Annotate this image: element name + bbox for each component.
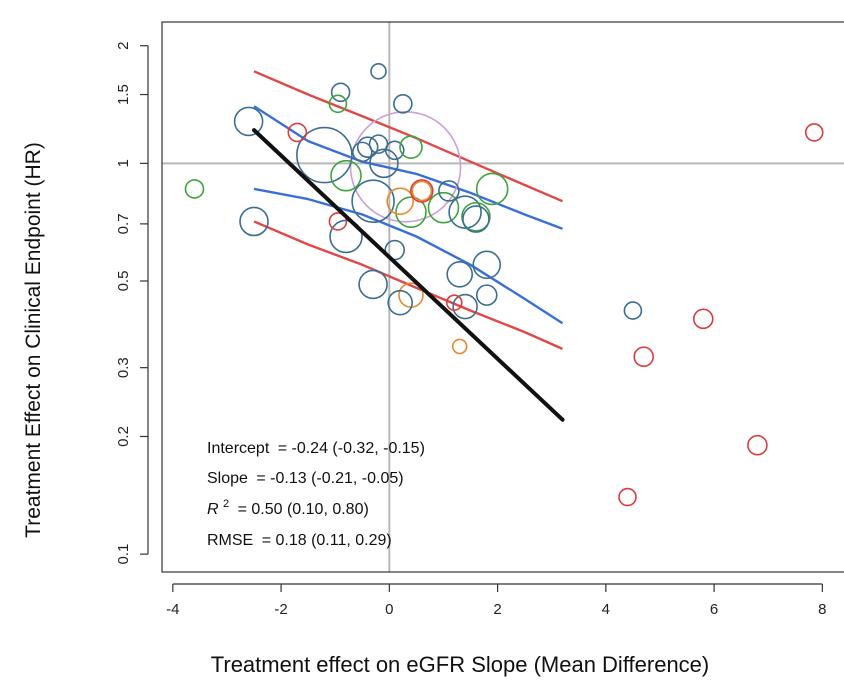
data-point [692,308,714,330]
x-axis: -4 -2 0 2 4 6 8 [166,583,827,618]
y-tick-label: 0.3 [115,357,132,378]
r2-superscript: 2 [223,498,229,510]
data-point [356,136,379,158]
intercept-annotation: Intercept = -0.24 (-0.32, -0.15) [207,440,425,457]
y-axis: 0.1 0.2 0.3 0.5 0.7 1 1.5 2 [115,42,149,565]
intercept-value: = -0.24 (-0.32, -0.15) [278,440,425,457]
data-point [328,212,348,231]
prediction-band-lower [253,220,563,350]
data-point [358,269,388,300]
regression-line-group [252,128,565,422]
slope-value: = -0.13 (-0.21, -0.05) [256,470,403,487]
y-tick-label: 0.5 [115,271,132,292]
r2-value: = 0.50 (0.10, 0.80) [238,501,369,518]
data-point [349,110,462,223]
data-point [410,179,434,203]
data-point [328,94,348,114]
slope-label: Slope [207,470,248,487]
data-point [452,293,478,320]
data-point [445,294,463,311]
data-point [386,187,414,216]
data-point [351,141,373,163]
data-point [239,206,269,237]
regression-line [252,128,565,422]
data-point [399,135,423,159]
y-tick-label: 1.5 [115,84,132,105]
data-point [233,106,264,137]
reference-lines [162,22,844,572]
x-tick-label: 2 [493,601,501,618]
data-point [618,487,637,507]
r2-annotation: R 2 = 0.50 (0.10, 0.80) [207,494,369,518]
intercept-label: Intercept [207,440,270,457]
slope-annotation: Slope = -0.13 (-0.21, -0.05) [207,470,404,487]
data-point [438,180,460,202]
data-point [623,301,643,320]
data-point [448,195,482,229]
x-tick-label: -4 [166,601,179,618]
y-tick-label: 1 [115,159,132,167]
data-point [461,201,491,232]
data-point [475,284,498,306]
data-point [351,179,395,224]
data-point [804,123,824,142]
x-tick-label: 0 [385,601,393,618]
r2-label: R [207,501,219,518]
confidence-band-lower [253,187,564,325]
data-point [330,82,351,103]
rmse-annotation: RMSE = 0.18 (0.11, 0.29) [207,532,392,549]
data-point [747,434,768,456]
y-tick-label: 0.2 [115,426,132,447]
data-point [411,180,433,202]
data-point [387,289,413,316]
data-point [384,140,405,161]
data-point [370,63,387,80]
data-point [475,172,509,206]
rmse-label: RMSE [207,532,253,549]
statistics-annotation: Intercept = -0.24 (-0.32, -0.15) Slope =… [207,440,425,549]
data-point [395,196,427,228]
data-point [287,122,308,143]
data-point [393,94,413,114]
y-axis-title: Treatment Effect on Clinical Endpoint (H… [22,142,45,538]
data-point [330,159,362,192]
data-point [451,338,468,355]
data-point [446,261,473,288]
plot-area-frame [161,21,844,573]
data-points [184,63,824,507]
data-point [472,250,502,280]
data-point [296,126,353,184]
data-point [633,346,655,368]
x-axis-title: Treatment effect on eGFR Slope (Mean Dif… [211,652,710,677]
x-tick-label: -2 [274,601,287,618]
x-tick-label: 8 [818,601,826,618]
y-tick-label: 0.7 [115,213,132,234]
confidence-band-upper [253,105,563,230]
data-point [184,179,205,199]
x-tick-label: 4 [602,601,610,618]
rmse-value: = 0.18 (0.11, 0.29) [262,532,392,549]
data-point [462,205,490,233]
y-tick-label: 2 [115,42,132,50]
data-point [369,148,399,179]
y-tick-label: 0.1 [115,544,132,565]
x-tick-label: 6 [710,601,718,618]
data-point [427,191,460,224]
